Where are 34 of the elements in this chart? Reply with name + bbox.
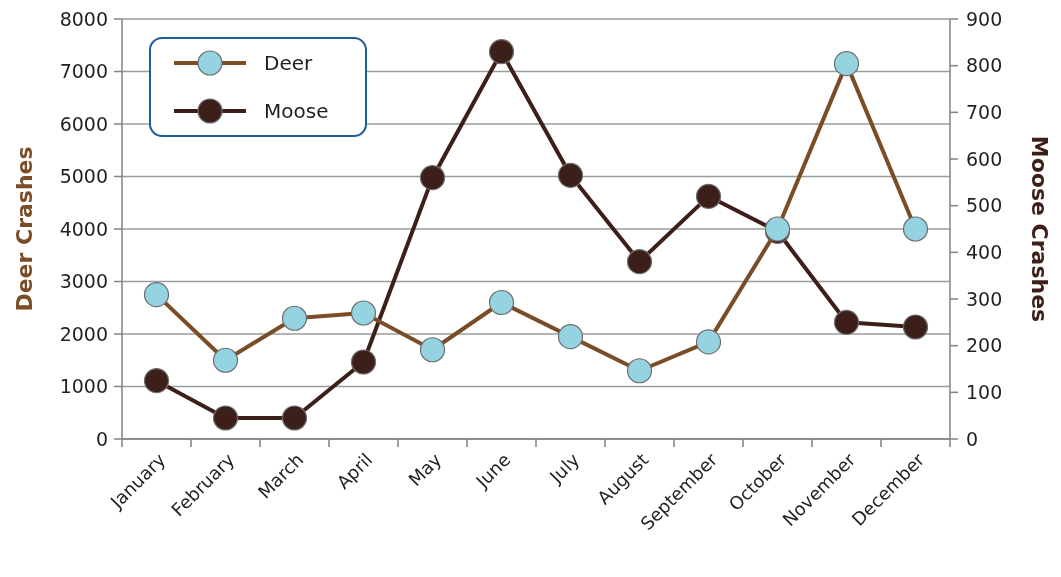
point: [626, 249, 653, 275]
y2-tick-label: 200: [966, 334, 1003, 357]
y-tick-label: 4000: [59, 217, 108, 240]
point: [488, 39, 515, 65]
y-tick-label: 2000: [59, 322, 108, 345]
point: [833, 309, 860, 335]
y2-tick-label: 700: [966, 100, 1003, 123]
y-axis-title: Deer Crashes: [12, 146, 37, 312]
y2-tick-label: 800: [966, 54, 1003, 77]
point: [281, 405, 308, 431]
y-tick-label: 6000: [59, 112, 108, 135]
point: [419, 165, 446, 191]
legend-label: Moose: [264, 99, 329, 123]
y2-tick-label: 500: [966, 194, 1003, 217]
y2-tick-label: 900: [966, 7, 1003, 30]
point: [557, 162, 584, 188]
y-tick-label: 0: [95, 427, 108, 450]
y2-axis-title: Moose Crashes: [1027, 135, 1052, 323]
y-tick-label: 8000: [59, 7, 108, 30]
y-tick-label: 7000: [59, 60, 108, 83]
y2-tick-label: 400: [966, 240, 1003, 263]
y2-tick-label: 300: [966, 287, 1003, 310]
point: [143, 368, 170, 394]
legend-label: Deer: [264, 51, 314, 75]
y2-tick-label: 100: [966, 380, 1003, 403]
y-tick-label: 1000: [59, 375, 108, 398]
point: [350, 349, 377, 375]
y2-tick-label: 600: [966, 147, 1003, 170]
point: [212, 405, 239, 431]
y2-tick-label: 0: [966, 427, 979, 450]
point: [902, 314, 929, 340]
point: [695, 183, 722, 209]
y-tick-label: 5000: [59, 165, 108, 188]
y-tick-label: 3000: [59, 270, 108, 293]
